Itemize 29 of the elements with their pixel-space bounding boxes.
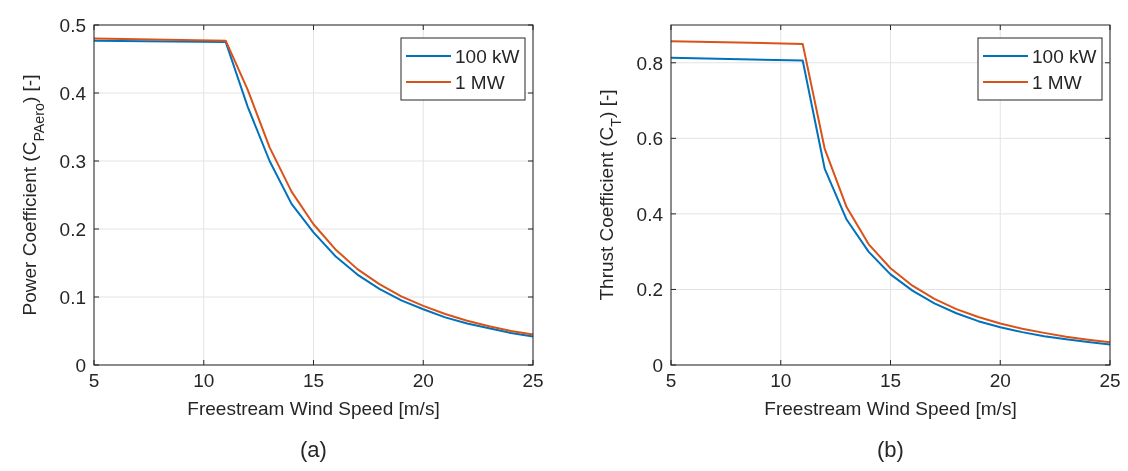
y-tick-label: 0 (652, 355, 663, 376)
x-tick-label: 5 (665, 370, 677, 391)
y-tick-label: 0.2 (636, 279, 663, 301)
x-axis-title: Freestream Wind Speed [m/s] (187, 398, 440, 419)
x-tick-label: 5 (88, 370, 100, 391)
x-tick-label: 20 (989, 370, 1011, 391)
y-tick-label: 0.1 (59, 287, 86, 308)
y-tick-label: 0.2 (59, 219, 86, 240)
y-tick-label: 0.8 (636, 52, 663, 74)
x-tick-label: 10 (770, 370, 792, 391)
legend-label: 1 MW (1032, 72, 1082, 93)
y-tick-label: 0.4 (59, 83, 87, 104)
y-tick-label: 0.4 (636, 203, 664, 225)
x-tick-label: 20 (412, 370, 434, 391)
x-tick-label: 25 (522, 370, 544, 391)
legend-label: 100 kW (455, 46, 520, 67)
x-axis-title: Freestream Wind Speed [m/s] (764, 398, 1017, 419)
y-tick-label: 0.6 (636, 128, 663, 150)
y-tick-label: 0.3 (59, 151, 86, 172)
legend-label: 1 MW (455, 72, 505, 93)
text: (b) (877, 437, 904, 462)
legend-label: 100 kW (1032, 46, 1097, 67)
x-tick-label: 10 (193, 370, 215, 391)
x-tick-label: 25 (1099, 370, 1121, 391)
y-tick-label: 0 (75, 355, 86, 376)
text: (a) (300, 437, 327, 462)
x-tick-label: 15 (302, 370, 325, 391)
x-tick-label: 15 (879, 370, 902, 391)
y-tick-label: 0.5 (59, 15, 86, 36)
